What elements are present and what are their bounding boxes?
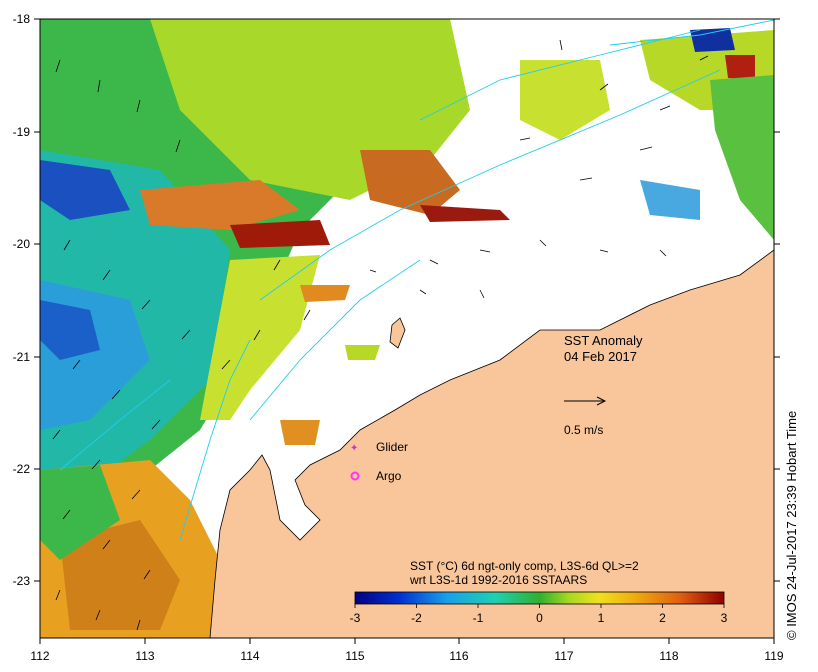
y-tick-neg19: -19 [13, 125, 31, 139]
glider-legend: ✦ Glider [350, 440, 408, 454]
glider-label: Glider [376, 440, 408, 454]
velocity-vectors [52, 39, 709, 631]
cbar-tick-2: 2 [659, 611, 666, 625]
argo-legend: Argo [350, 469, 402, 483]
x-tick-labels: 112 113 114 115 116 117 118 119 [30, 649, 783, 663]
x-tick-117: 117 [554, 649, 573, 663]
land-australia [209, 249, 774, 638]
y-tick-neg20: -20 [13, 237, 31, 251]
y-tick-neg21: -21 [13, 350, 31, 364]
cbar-tick-neg3: -3 [350, 611, 361, 625]
cbar-tick-3: 3 [721, 611, 728, 625]
velocity-scale: 0.5 m/s [564, 396, 607, 437]
colorbar-ticks [354, 604, 725, 608]
glider-icon: ✦ [350, 443, 358, 454]
colorbar-caption-line1: SST (°C) 6d ngt-only comp, L3S-6d QL>=2 [410, 559, 639, 573]
x-tick-116: 116 [449, 649, 468, 663]
cbar-tick-0: 0 [536, 611, 543, 625]
island [389, 317, 406, 349]
velocity-scale-label: 0.5 m/s [564, 423, 603, 437]
colorbar [354, 591, 725, 605]
sst-field [40, 19, 774, 638]
cbar-tick-1: 1 [598, 611, 605, 625]
plot-frame [39, 18, 775, 639]
y-tick-neg23: -23 [13, 574, 31, 588]
cbar-tick-neg2: -2 [411, 611, 422, 625]
argo-label: Argo [376, 469, 402, 483]
y-tick-labels: -18 -19 -20 -21 -22 -23 [13, 12, 31, 588]
colorbar-tick-labels: -3 -2 -1 0 1 2 3 [350, 611, 728, 625]
x-tick-118: 118 [659, 649, 678, 663]
map-title: SST Anomaly [564, 333, 643, 348]
x-tick-112: 112 [30, 649, 49, 663]
x-tick-119: 119 [764, 649, 783, 663]
x-tick-115: 115 [345, 649, 364, 663]
colorbar-caption-line2: wrt L3S-1d 1992-2016 SSTAARS [409, 573, 587, 587]
argo-icon [350, 471, 360, 481]
x-tick-114: 114 [240, 649, 259, 663]
current-lines [59, 19, 774, 541]
y-tick-neg18: -18 [13, 12, 31, 26]
map-date: 04 Feb 2017 [564, 349, 637, 364]
axis-ticks [34, 18, 780, 644]
imos-credit: © IMOS 24-Jul-2017 23:39 Hobart Time [784, 410, 799, 640]
cbar-tick-neg1: -1 [473, 611, 484, 625]
velocity-scale-arrowhead [596, 396, 607, 406]
y-tick-neg22: -22 [13, 462, 31, 476]
x-tick-113: 113 [135, 649, 154, 663]
